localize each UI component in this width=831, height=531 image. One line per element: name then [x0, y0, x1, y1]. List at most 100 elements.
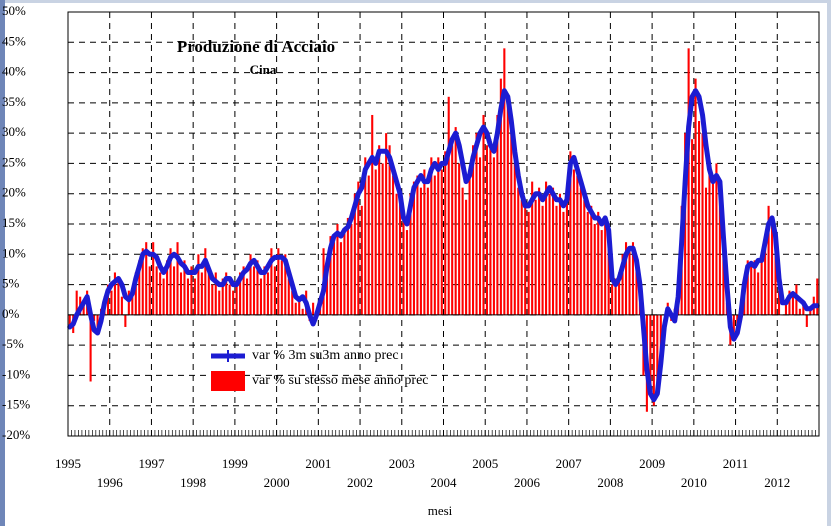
bar — [597, 211, 600, 315]
bar — [784, 302, 788, 315]
y-tick-label: 25% — [2, 154, 26, 169]
bar — [287, 278, 290, 315]
bar — [173, 266, 176, 315]
bar — [777, 290, 781, 315]
x-tick-label: 2005 — [472, 456, 498, 471]
bar — [454, 127, 457, 315]
bar — [148, 266, 151, 315]
bar — [124, 314, 127, 327]
bar — [252, 266, 256, 315]
bar — [388, 145, 391, 315]
bar — [353, 193, 356, 315]
bar — [96, 314, 99, 334]
bar — [465, 199, 468, 315]
bar — [468, 169, 471, 315]
bar — [409, 193, 412, 315]
x-tick-label: 1997 — [138, 456, 165, 471]
bar — [155, 266, 158, 315]
bar — [732, 314, 735, 334]
bar — [760, 254, 763, 315]
bar — [600, 230, 603, 315]
bar — [774, 242, 777, 315]
bar — [232, 290, 235, 315]
bar — [791, 296, 794, 315]
bar — [472, 145, 475, 315]
y-tick-label: 15% — [2, 215, 26, 230]
bar — [489, 139, 492, 315]
line — [67, 88, 820, 403]
x-tick-label: 2003 — [389, 456, 415, 471]
bar — [259, 278, 263, 315]
bar — [270, 248, 273, 315]
bar — [652, 314, 655, 406]
bar — [179, 272, 183, 315]
bar — [492, 157, 495, 315]
bar — [204, 248, 207, 315]
bar — [478, 157, 482, 315]
bar — [551, 187, 555, 315]
bar — [138, 260, 141, 315]
x-tick-label: 2012 — [764, 475, 790, 490]
bar — [336, 224, 339, 315]
bar — [350, 224, 353, 315]
bar — [538, 187, 541, 315]
bar — [423, 169, 426, 315]
x-tick-label: 1996 — [97, 475, 124, 490]
x-tick-label: 1999 — [222, 456, 248, 471]
chart-title: Produzione di Acciaio — [177, 37, 335, 56]
window-edge — [5, 0, 829, 3]
bar — [277, 248, 280, 315]
bar — [218, 290, 221, 315]
bar — [280, 260, 283, 315]
bar — [325, 272, 329, 315]
bar — [416, 175, 419, 315]
bar — [273, 266, 276, 315]
bar — [75, 290, 78, 315]
bar — [89, 314, 92, 382]
bar — [545, 181, 548, 315]
bar — [392, 175, 395, 315]
chart-subtitle: Cina — [250, 62, 277, 77]
bar — [576, 175, 579, 315]
bar — [113, 272, 116, 315]
bar — [367, 175, 370, 315]
bar — [301, 308, 304, 315]
bar — [715, 163, 718, 315]
bar — [722, 242, 725, 315]
bar — [746, 260, 749, 315]
x-tick-label: 1995 — [55, 456, 81, 471]
bar — [239, 272, 242, 315]
legend-label: var % su stesso mese anno prec — [252, 373, 429, 388]
bar — [152, 242, 155, 315]
y-tick-label: 45% — [2, 33, 26, 48]
bar — [614, 278, 617, 315]
y-tick-label: 35% — [2, 94, 26, 109]
bar — [169, 248, 172, 315]
y-tick-label: 0% — [2, 306, 20, 321]
bar — [451, 145, 454, 315]
bar — [405, 230, 409, 315]
x-axis-label: mesi — [428, 503, 453, 518]
bar — [708, 169, 711, 315]
bar — [197, 254, 200, 315]
bar — [159, 272, 162, 315]
x-tick-label: 2002 — [347, 475, 373, 490]
bar — [757, 272, 760, 315]
bar — [193, 278, 196, 315]
bar — [225, 272, 228, 315]
bar — [357, 181, 360, 315]
bar — [294, 302, 297, 315]
bar — [562, 211, 565, 315]
bar — [510, 133, 513, 315]
bar — [482, 114, 485, 315]
bar — [711, 181, 714, 315]
legend-label: var % 3m su3m anno prec — [252, 348, 399, 363]
bar — [798, 308, 801, 315]
bar — [704, 187, 708, 315]
bar — [385, 133, 388, 315]
bar — [461, 187, 464, 315]
bar — [534, 199, 537, 315]
bar — [767, 205, 770, 315]
bar — [621, 254, 624, 315]
